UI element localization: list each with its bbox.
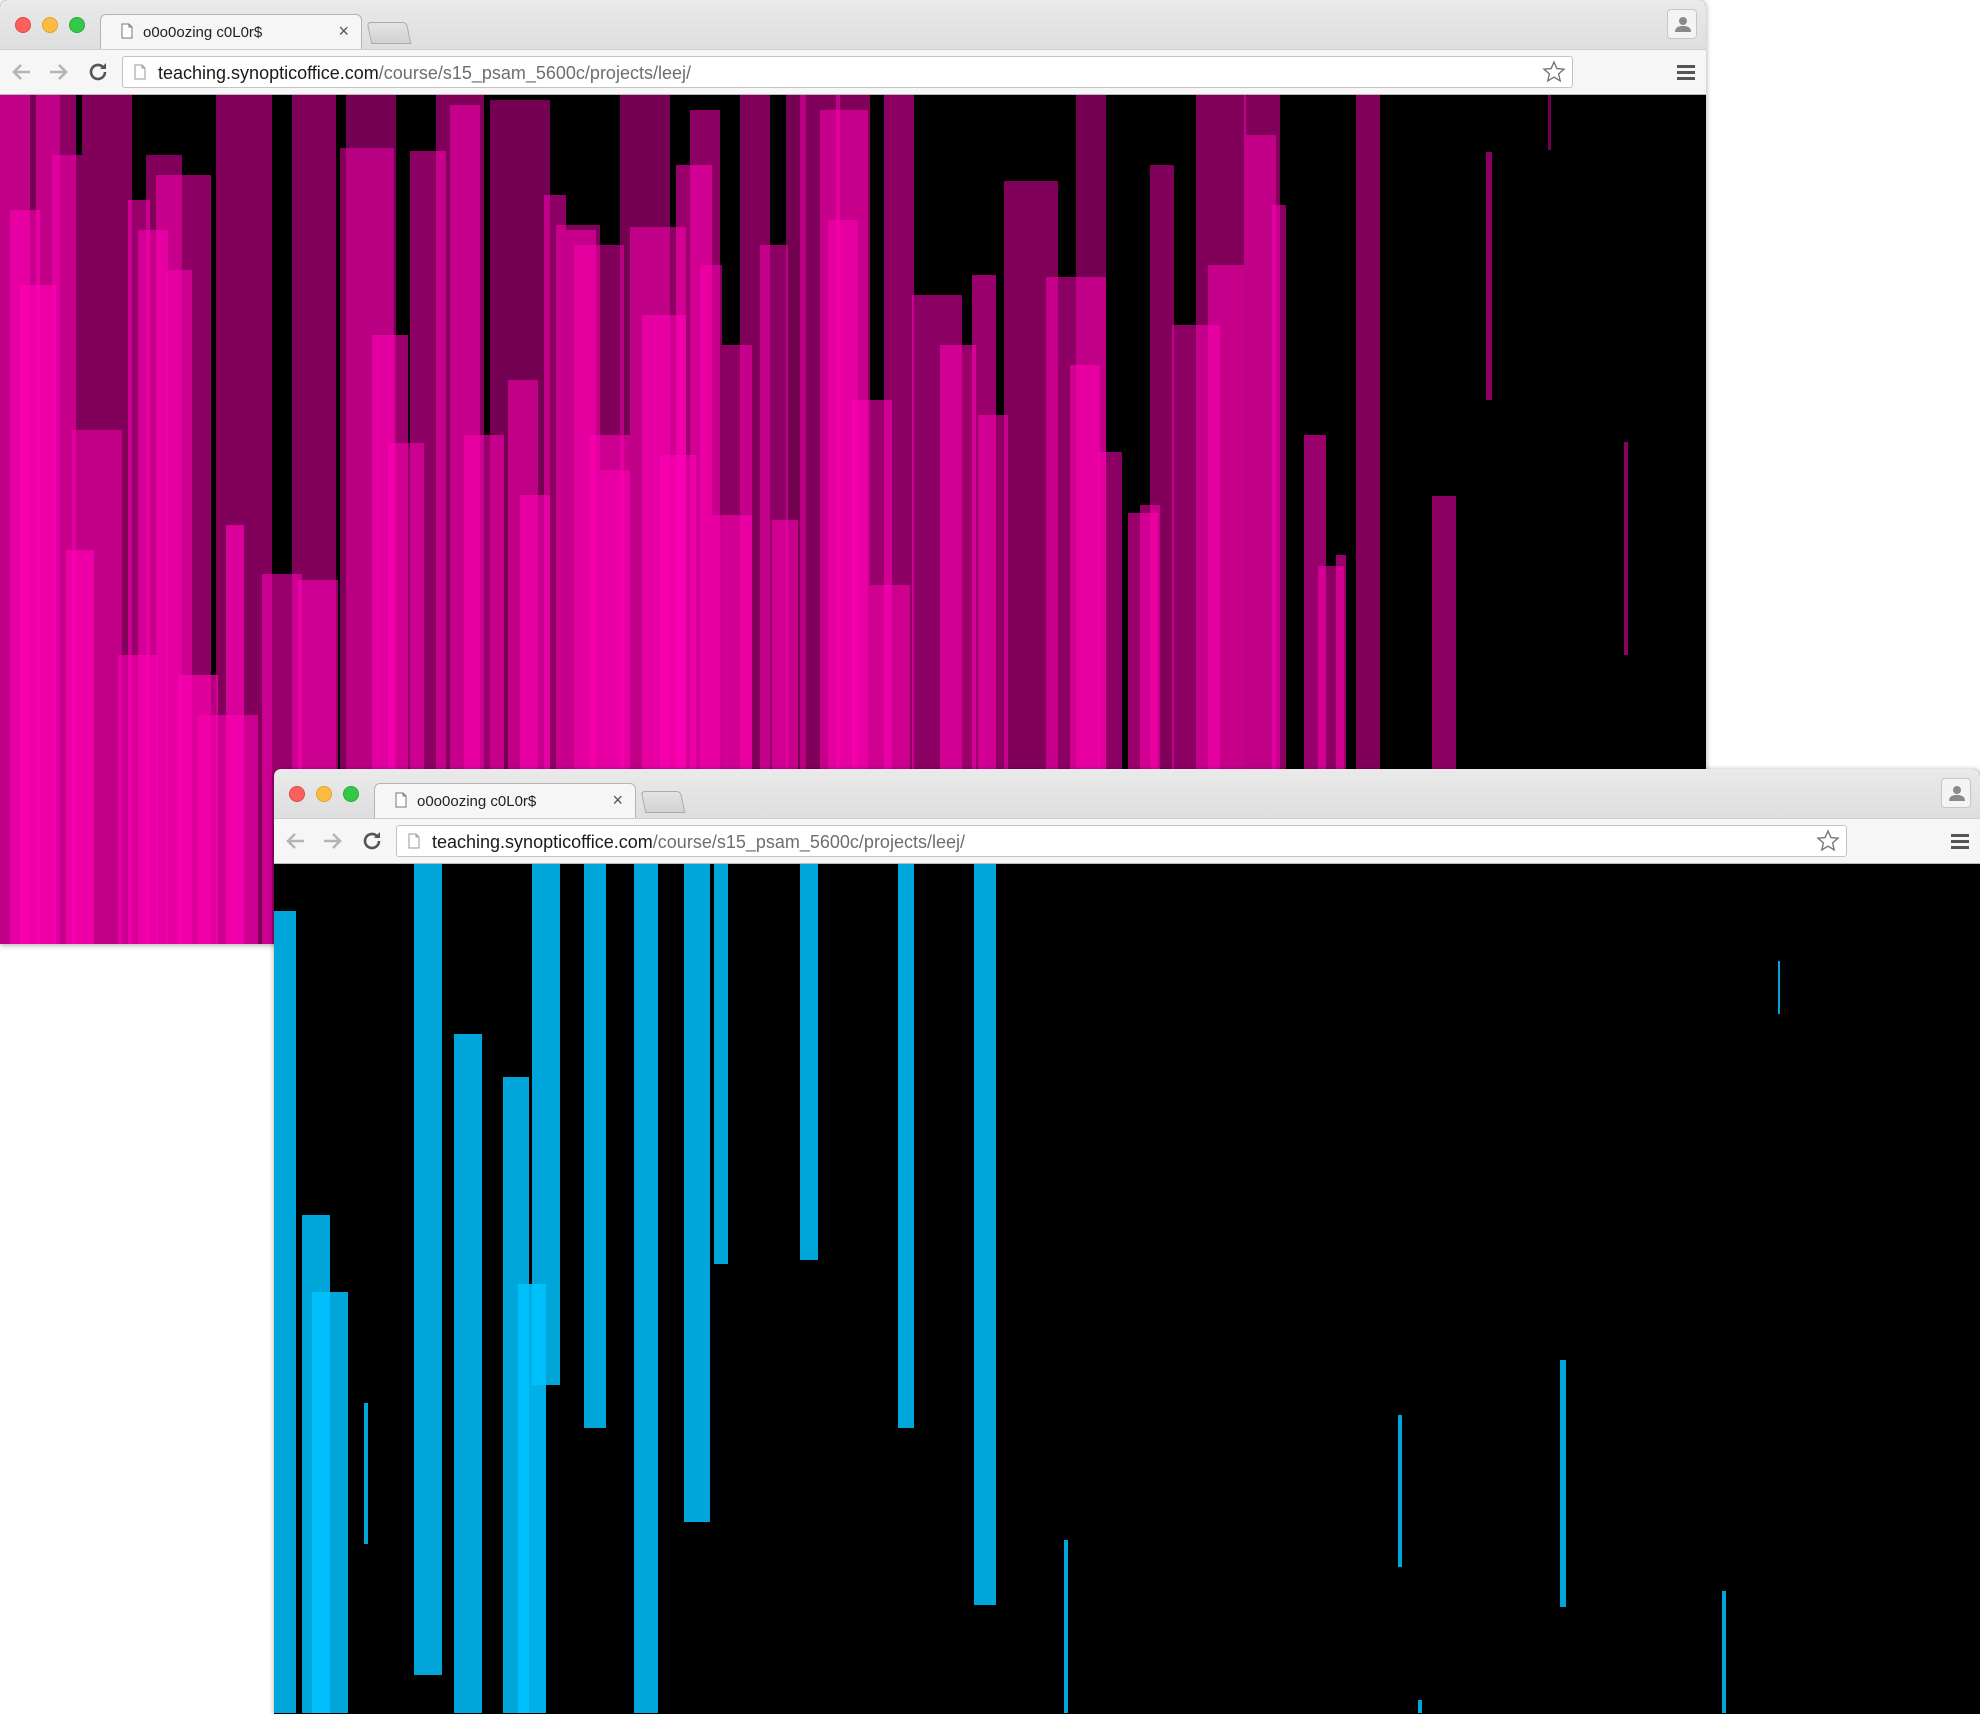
minimize-window-button[interactable] bbox=[42, 17, 58, 33]
color-bar bbox=[714, 864, 728, 1264]
color-bar bbox=[1398, 1415, 1402, 1567]
tab-close-button[interactable]: × bbox=[338, 21, 349, 41]
minimize-window-button[interactable] bbox=[316, 786, 332, 802]
color-bar bbox=[898, 864, 914, 1428]
close-window-button[interactable] bbox=[289, 786, 305, 802]
browser-window-blue: o0o0ozing c0L0r$ × teaching.synopticoffi… bbox=[274, 769, 1980, 1714]
color-bar bbox=[1548, 95, 1551, 150]
url-path: /course/s15_psam_5600c/projects/leej/ bbox=[378, 63, 691, 83]
color-bar bbox=[226, 525, 244, 944]
color-bar bbox=[364, 1403, 368, 1544]
toolbar: teaching.synopticoffice.com/course/s15_p… bbox=[0, 49, 1706, 95]
color-bar bbox=[1064, 1540, 1068, 1713]
address-bar[interactable]: teaching.synopticoffice.com/course/s15_p… bbox=[122, 56, 1573, 88]
color-bar bbox=[584, 864, 606, 1428]
person-icon bbox=[1675, 17, 1691, 32]
tab-close-button[interactable]: × bbox=[612, 790, 623, 810]
star-icon[interactable] bbox=[1816, 829, 1840, 853]
color-bar bbox=[1722, 1591, 1726, 1713]
color-bar bbox=[274, 911, 296, 1713]
color-bar bbox=[1486, 152, 1492, 400]
color-bar bbox=[1418, 1700, 1422, 1713]
url-text: teaching.synopticoffice.com/course/s15_p… bbox=[158, 63, 691, 84]
reload-icon[interactable] bbox=[360, 829, 384, 853]
color-bar bbox=[1560, 1360, 1566, 1607]
animation-canvas bbox=[274, 864, 1980, 1714]
color-bar bbox=[1778, 961, 1780, 1014]
page-icon bbox=[121, 23, 133, 39]
tab[interactable]: o0o0ozing c0L0r$ × bbox=[100, 14, 362, 50]
tab[interactable]: o0o0ozing c0L0r$ × bbox=[374, 783, 636, 819]
profile-button[interactable] bbox=[1941, 778, 1971, 808]
color-bar bbox=[684, 864, 710, 1522]
url-text: teaching.synopticoffice.com/course/s15_p… bbox=[432, 832, 965, 853]
maximize-window-button[interactable] bbox=[69, 17, 85, 33]
url-path: /course/s15_psam_5600c/projects/leej/ bbox=[652, 832, 965, 852]
toolbar: teaching.synopticoffice.com/course/s15_p… bbox=[274, 818, 1980, 864]
hamburger-menu-icon[interactable] bbox=[1949, 830, 1971, 852]
reload-icon[interactable] bbox=[86, 60, 110, 84]
color-bar bbox=[1336, 555, 1346, 944]
page-icon bbox=[395, 792, 407, 808]
close-window-button[interactable] bbox=[15, 17, 31, 33]
new-tab-button[interactable] bbox=[640, 791, 686, 813]
star-icon[interactable] bbox=[1542, 60, 1566, 84]
color-bar bbox=[974, 864, 996, 1605]
forward-arrow-icon[interactable] bbox=[46, 60, 70, 84]
title-bar: o0o0ozing c0L0r$ × bbox=[0, 0, 1706, 50]
color-bar bbox=[800, 864, 818, 1260]
profile-button[interactable] bbox=[1667, 9, 1697, 39]
address-bar[interactable]: teaching.synopticoffice.com/course/s15_p… bbox=[396, 825, 1847, 857]
page-icon bbox=[408, 833, 420, 849]
back-arrow-icon[interactable] bbox=[284, 829, 308, 853]
color-bar bbox=[454, 1034, 482, 1713]
forward-arrow-icon[interactable] bbox=[320, 829, 344, 853]
person-icon bbox=[1949, 786, 1965, 801]
page-icon bbox=[134, 64, 146, 80]
url-host: teaching.synopticoffice.com bbox=[158, 63, 379, 83]
color-bar bbox=[1624, 442, 1628, 655]
tab-title: o0o0ozing c0L0r$ bbox=[143, 24, 263, 41]
color-bar bbox=[414, 864, 442, 1675]
color-bar bbox=[634, 864, 658, 1713]
color-bar bbox=[1272, 205, 1286, 944]
color-bar bbox=[312, 1292, 348, 1713]
new-tab-button[interactable] bbox=[366, 22, 412, 44]
title-bar: o0o0ozing c0L0r$ × bbox=[274, 769, 1980, 819]
maximize-window-button[interactable] bbox=[343, 786, 359, 802]
hamburger-menu-icon[interactable] bbox=[1675, 61, 1697, 83]
url-host: teaching.synopticoffice.com bbox=[432, 832, 653, 852]
back-arrow-icon[interactable] bbox=[10, 60, 34, 84]
tab-title: o0o0ozing c0L0r$ bbox=[417, 793, 537, 810]
color-bar bbox=[532, 864, 560, 1385]
